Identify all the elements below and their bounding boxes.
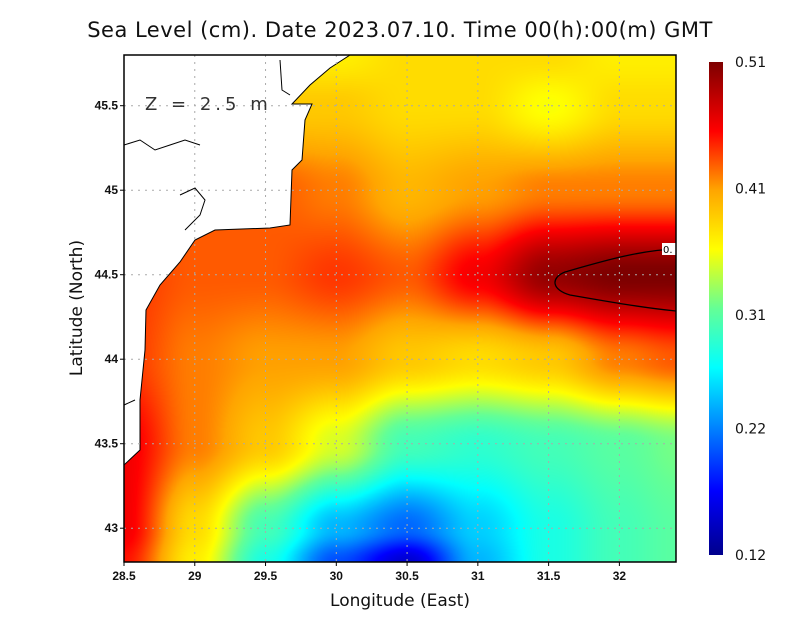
gridlines xyxy=(124,55,676,562)
colorbar-label: 0.51 xyxy=(735,55,766,71)
coast-lake xyxy=(123,59,291,406)
colorbar-label: 0.22 xyxy=(735,422,766,438)
x-tick-label: 30 xyxy=(330,569,344,583)
x-tick-label: 28.5 xyxy=(112,569,136,583)
y-tick-label: 45 xyxy=(105,183,119,197)
colorbar-label: 0.41 xyxy=(735,181,766,197)
chart-title: Sea Level (cm). Date 2023.07.10. Time 00… xyxy=(87,18,713,42)
x-tick-label: 29.5 xyxy=(254,569,278,583)
x-ticks: 28.5 29 29.5 30 30.5 31 31.5 32 xyxy=(112,562,626,583)
plot-frame xyxy=(123,54,677,563)
x-tick-label: 32 xyxy=(613,569,627,583)
y-axis-label: Latitude (North) xyxy=(67,240,87,376)
x-tick-label: 30.5 xyxy=(395,569,419,583)
contour-line xyxy=(554,248,677,312)
colorbar-label: 0.12 xyxy=(735,548,766,564)
contour-label: 0. xyxy=(663,245,673,256)
land-mask xyxy=(123,54,352,467)
y-tick-label: 43 xyxy=(105,521,119,535)
colorbar xyxy=(709,62,723,555)
depth-annotation: Z = 2.5 m xyxy=(145,94,272,115)
x-axis-label: Longitude (East) xyxy=(330,591,470,611)
y-tick-label: 44 xyxy=(105,352,119,366)
y-tick-label: 43.5 xyxy=(95,437,119,451)
colorbar-label: 0.31 xyxy=(735,308,766,324)
x-tick-label: 29 xyxy=(188,569,202,583)
x-tick-label: 31.5 xyxy=(537,569,561,583)
colorbar-labels: 0.51 0.41 0.31 0.22 0.12 xyxy=(735,55,766,564)
y-tick-label: 45.5 xyxy=(95,99,119,113)
x-tick-label: 31 xyxy=(471,569,485,583)
y-tick-label: 44.5 xyxy=(95,268,119,282)
contour-label-box xyxy=(662,243,676,255)
y-ticks: 43 43.5 44 44.5 45 45.5 xyxy=(95,99,124,535)
